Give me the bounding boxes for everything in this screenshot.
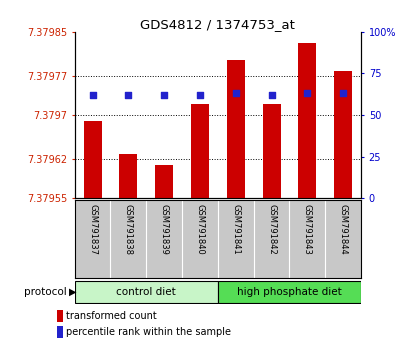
Title: GDS4812 / 1374753_at: GDS4812 / 1374753_at <box>140 18 295 31</box>
Point <box>268 92 275 98</box>
Bar <box>263 104 281 198</box>
Bar <box>120 154 137 198</box>
Text: GSM791840: GSM791840 <box>195 204 205 255</box>
Bar <box>218 281 361 303</box>
Text: protocol: protocol <box>24 287 66 297</box>
Bar <box>298 43 316 198</box>
Text: GSM791837: GSM791837 <box>88 204 97 255</box>
Bar <box>75 281 218 303</box>
Text: ▶: ▶ <box>69 287 76 297</box>
Text: control diet: control diet <box>117 287 176 297</box>
Point <box>197 92 203 98</box>
Text: GSM791844: GSM791844 <box>339 204 348 255</box>
Point <box>232 91 239 96</box>
Point <box>161 92 168 98</box>
Text: high phosphate diet: high phosphate diet <box>237 287 342 297</box>
Point <box>304 91 311 96</box>
Bar <box>334 71 352 198</box>
Text: GSM791842: GSM791842 <box>267 204 276 255</box>
Text: percentile rank within the sample: percentile rank within the sample <box>66 327 231 337</box>
Text: transformed count: transformed count <box>66 311 156 321</box>
Text: GSM791843: GSM791843 <box>303 204 312 255</box>
Text: GSM791838: GSM791838 <box>124 204 133 255</box>
Bar <box>227 59 245 198</box>
Point <box>125 92 132 98</box>
Text: GSM791841: GSM791841 <box>231 204 240 255</box>
Bar <box>84 121 102 198</box>
Bar <box>57 310 63 322</box>
Bar <box>191 104 209 198</box>
Text: GSM791839: GSM791839 <box>160 204 168 255</box>
Point <box>340 91 347 96</box>
Point <box>89 92 96 98</box>
Bar <box>155 165 173 198</box>
Bar <box>57 326 63 338</box>
